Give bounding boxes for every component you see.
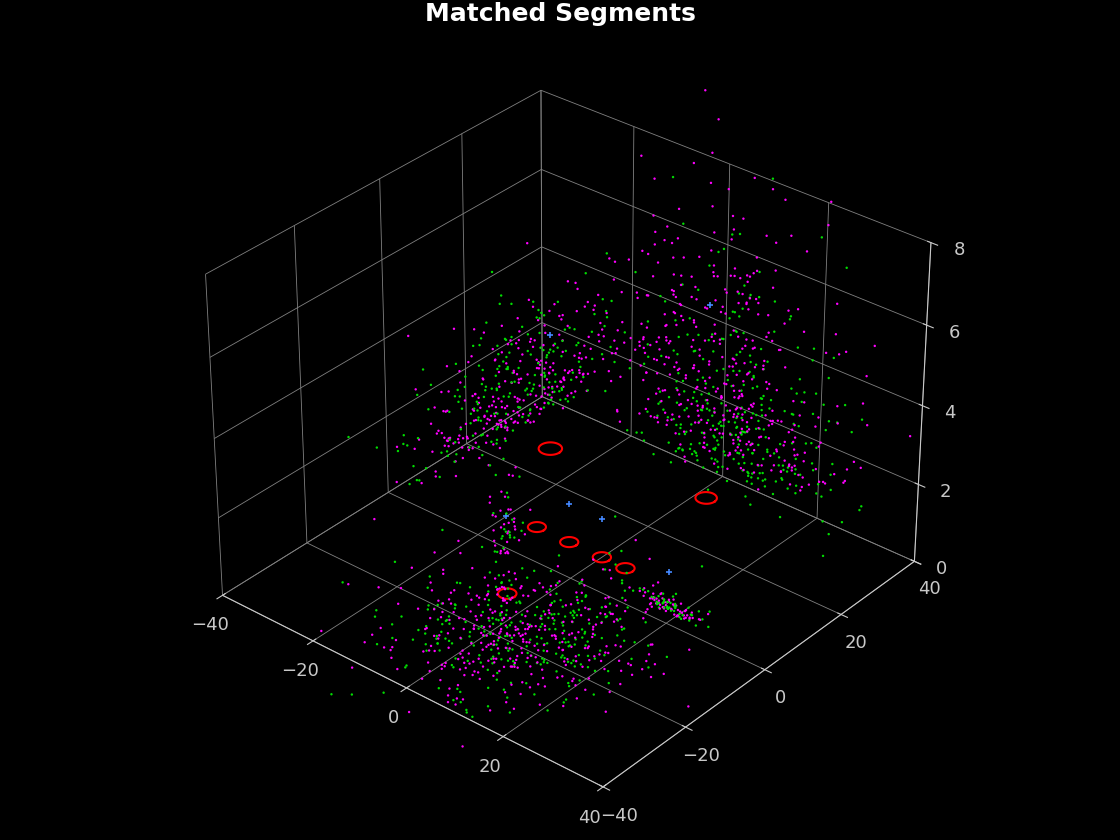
Title: Matched Segments: Matched Segments	[424, 3, 696, 26]
